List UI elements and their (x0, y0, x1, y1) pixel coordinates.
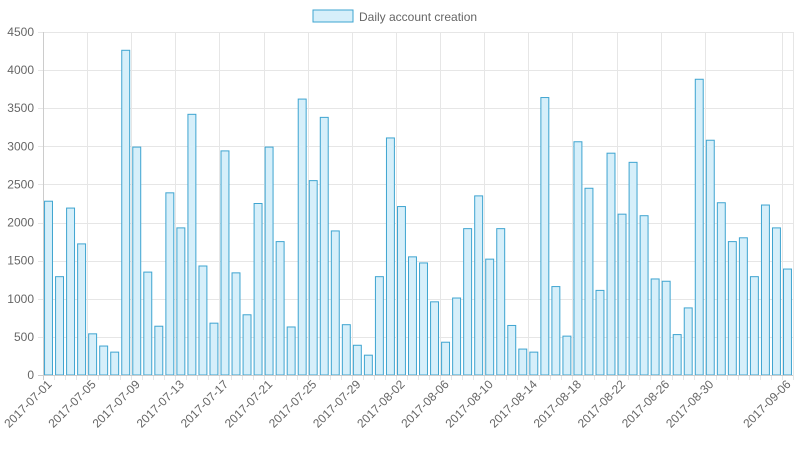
x-axis-tick-labels: 2017-07-012017-07-052017-07-092017-07-13… (1, 377, 794, 431)
bar-2017-09-02 (738, 237, 748, 376)
bar-2017-09-03 (749, 276, 759, 376)
bar-2017-07-08 (121, 49, 131, 376)
bar-2017-08-17 (562, 335, 572, 376)
bar-2017-08-29 (694, 78, 704, 376)
bar-2017-08-23 (628, 161, 638, 376)
bar-2017-07-31 (374, 276, 384, 376)
bar-2017-08-15 (540, 97, 550, 376)
bar-2017-07-28 (341, 324, 351, 376)
bar-2017-08-06 (441, 341, 451, 376)
y-tick-label: 0 (27, 368, 34, 382)
bar-2017-07-29 (352, 344, 362, 376)
x-tick-label: 2017-08-30 (663, 377, 717, 431)
bars (44, 49, 792, 376)
bar-2017-07-25 (308, 180, 318, 376)
bar-2017-07-16 (209, 322, 219, 376)
bar-2017-07-03 (66, 207, 76, 376)
y-tick-label: 4500 (7, 25, 34, 39)
bar-2017-07-06 (99, 345, 109, 376)
bar-2017-08-14 (529, 351, 539, 376)
bar-2017-08-22 (617, 213, 627, 376)
bar-2017-08-18 (573, 141, 583, 376)
y-tick-label: 2000 (7, 216, 34, 230)
bar-2017-07-19 (242, 314, 252, 376)
bar-2017-09-01 (727, 241, 737, 376)
bar-2017-07-26 (319, 116, 329, 376)
bar-2017-08-03 (408, 256, 417, 376)
y-tick-label: 500 (14, 330, 34, 344)
bar-2017-08-12 (507, 324, 517, 376)
y-axis-tick-labels: 0 500 1000 1500 2000 2500 3000 3500 4000 4500 (7, 25, 34, 382)
bar-2017-08-04 (419, 262, 428, 376)
bar-2017-07-17 (220, 150, 230, 376)
chart-legend[interactable]: Daily account creation (312, 9, 477, 24)
bar-2017-07-01 (44, 200, 53, 376)
bar-2017-08-02 (396, 206, 406, 376)
y-tick-label: 2500 (7, 177, 34, 191)
bar-2017-07-04 (77, 243, 87, 376)
bar-2017-09-04 (760, 204, 770, 376)
y-tick-label: 1500 (7, 254, 34, 268)
bar-2017-08-20 (595, 289, 605, 376)
bar-2017-07-30 (363, 354, 373, 376)
bar-2017-07-24 (297, 98, 307, 376)
bar-2017-09-06 (783, 268, 792, 376)
bar-2017-08-13 (518, 348, 528, 376)
bar-2017-07-22 (275, 241, 285, 376)
bar-2017-07-15 (198, 265, 208, 376)
bar-2017-08-26 (661, 280, 671, 376)
bar-2017-09-05 (771, 227, 781, 376)
bar-2017-08-31 (716, 202, 726, 376)
bar-2017-07-09 (132, 146, 142, 376)
bar-2017-08-16 (551, 286, 561, 376)
y-tick-label: 3500 (7, 101, 34, 115)
bar-2017-07-07 (110, 351, 120, 376)
bar-2017-08-01 (385, 137, 395, 376)
bar-2017-08-11 (496, 228, 506, 376)
bar-2017-08-05 (430, 301, 440, 376)
bar-2017-08-28 (683, 307, 693, 376)
bar-2017-08-10 (485, 258, 495, 376)
bar-2017-08-25 (650, 278, 660, 376)
bar-2017-07-14 (187, 113, 197, 376)
bar-2017-07-27 (330, 230, 340, 376)
bar-2017-08-30 (705, 139, 715, 376)
bar-2017-07-21 (264, 146, 274, 376)
bar-2017-08-19 (584, 187, 594, 376)
bar-2017-08-21 (606, 152, 616, 376)
bar-2017-07-11 (154, 325, 164, 376)
y-tick-label: 4000 (7, 63, 34, 77)
axes (38, 32, 793, 380)
legend-label: Daily account creation (359, 10, 477, 24)
bar-2017-07-18 (231, 272, 241, 376)
bar-2017-07-05 (88, 333, 98, 376)
bar-2017-08-07 (452, 297, 462, 376)
bar-2017-08-27 (672, 334, 682, 376)
bar-2017-07-02 (55, 276, 65, 376)
bar-2017-08-09 (474, 195, 484, 376)
bar-2017-07-10 (143, 271, 153, 376)
y-tick-label: 3000 (7, 139, 34, 153)
bar-2017-07-13 (176, 227, 186, 376)
legend-swatch (312, 9, 354, 23)
bar-2017-08-08 (463, 228, 473, 376)
bar-2017-07-12 (165, 192, 175, 376)
bar-2017-07-23 (286, 326, 296, 376)
bar-2017-07-20 (253, 203, 263, 376)
x-tick-label: 2017-09-06 (740, 377, 794, 431)
y-tick-label: 1000 (7, 292, 34, 306)
bar-2017-08-24 (639, 215, 649, 376)
